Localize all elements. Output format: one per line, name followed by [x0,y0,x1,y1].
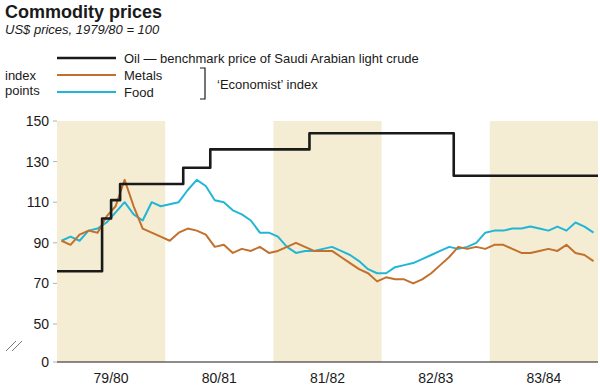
legend-label: Metals [124,68,163,83]
y-tick [53,121,57,122]
x-axis: 79/80 80/81 81/82 82/83 83/84 [94,370,562,386]
year-band [490,121,598,362]
y-tick [53,161,57,162]
annotation: ‘Economist’ index [217,77,318,92]
y-tick [53,202,57,203]
y-tick-label: 90 [33,235,49,251]
y-tick [53,362,57,363]
y-tick-label: 130 [26,154,50,170]
y-tick-label: 50 [33,316,49,332]
series-line [62,180,594,284]
year-bands [57,121,598,362]
axis-break [12,341,22,351]
y-tick [53,283,57,284]
y-tick-label: 70 [33,275,49,291]
x-tick-label: 83/84 [526,370,561,386]
y-tick [53,242,57,243]
axis-break [6,341,16,351]
legend: Oil — benchmark price of Saudi Arabian l… [57,51,419,100]
subtitle: US$ prices, 1979/80 = 100 [5,22,160,37]
y-tick [53,324,57,325]
legend-swatch [57,57,116,60]
x-tick-label: 80/81 [202,370,237,386]
y-tick-label: 110 [27,194,50,210]
title: Commodity prices [5,2,162,22]
plot-area [57,133,598,283]
y-axis-label: indexpoints [5,68,40,98]
legend-label: Food [124,85,154,100]
year-band [273,121,381,362]
legend-label: Oil — benchmark price of Saudi Arabian l… [124,51,419,66]
y-tick-label: 0 [41,354,49,370]
legend-bracket [200,68,205,99]
y-axis: 0 50 70 90 110 130 150 [6,113,57,370]
x-tick-label: 81/82 [310,370,345,386]
legend-swatch [57,91,116,93]
x-tick-label: 82/83 [418,370,453,386]
x-tick-label: 79/80 [94,370,129,386]
chart: Commodity pricesUS$ prices, 1979/80 = 10… [0,0,600,390]
legend-swatch [57,74,116,76]
series-line [57,133,598,271]
x-axis-line [57,362,598,363]
y-tick-label: 150 [26,113,50,129]
